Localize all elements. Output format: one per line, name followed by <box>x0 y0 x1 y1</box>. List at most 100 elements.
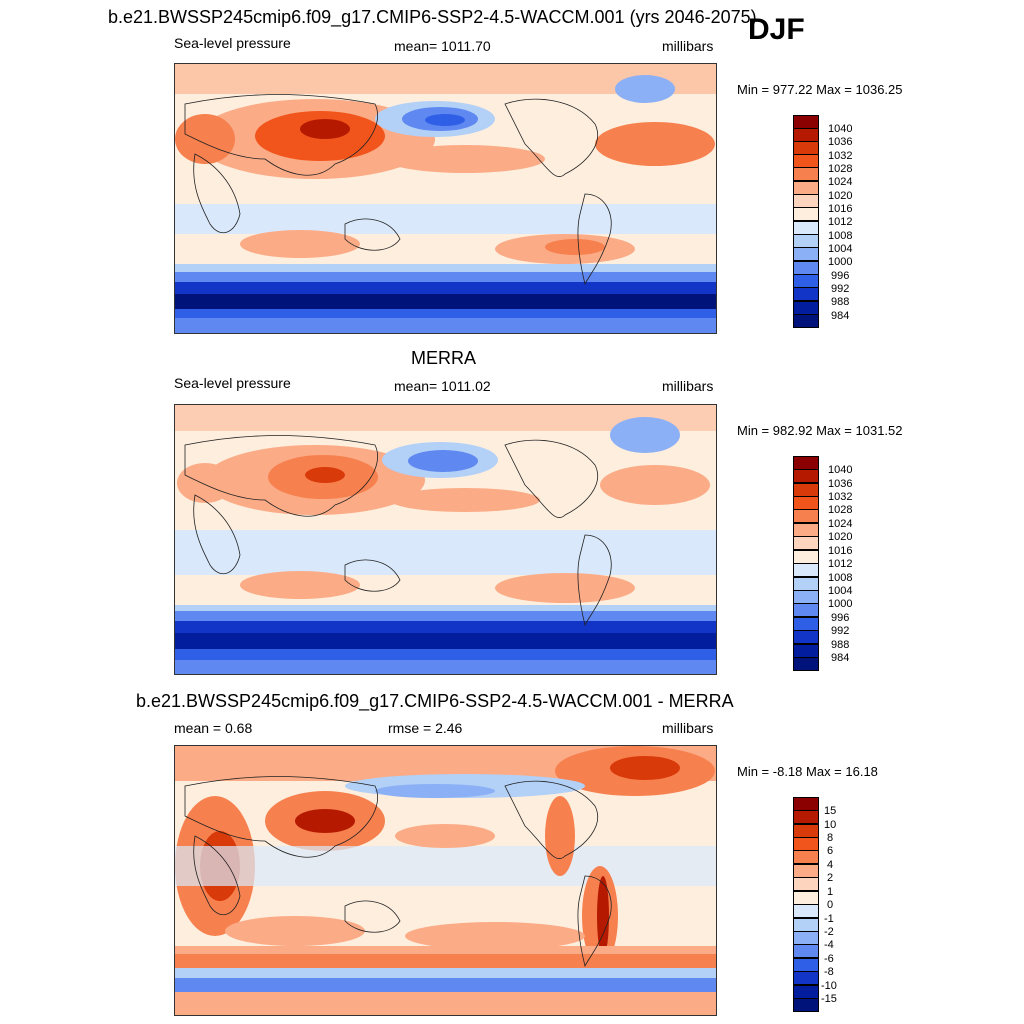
panel1-colorbar-label: 1008 <box>828 230 853 242</box>
panel1-colorbar-label: 1032 <box>828 150 853 162</box>
panel3-colorbar-label: 8 <box>827 832 834 844</box>
panel2-colorbar-label: 1032 <box>828 491 853 503</box>
panel1-colorbar-segment <box>793 194 819 208</box>
panel3-colorbar-label: 2 <box>827 872 834 884</box>
panel3-colorbar-label: -4 <box>824 939 834 951</box>
panel3-colorbar-label: 4 <box>827 859 834 871</box>
panel2-colorbar-label: 988 <box>831 639 850 651</box>
panel3-colorbar-segment <box>793 998 819 1012</box>
panel2-colorbar-label: 1008 <box>828 572 853 584</box>
panel2-colorbar-label: 1028 <box>828 504 853 516</box>
panel3-colorbar-label: -8 <box>824 966 834 978</box>
panel1-colorbar-segment <box>793 154 819 168</box>
panel2-colorbar-label: 1012 <box>828 558 853 570</box>
panel1-colorbar-segment <box>793 115 819 129</box>
panel1-minmax: Min = 977.22 Max = 1036.25 <box>737 82 903 97</box>
panel1-variable-label: Sea-level pressure <box>174 35 291 51</box>
panel2-colorbar-segment <box>793 550 819 564</box>
panel3-colorbar-segment <box>793 931 819 945</box>
panel2-map <box>174 404 717 675</box>
panel3-colorbar-label: -6 <box>824 953 834 965</box>
panel1-mean-label: mean= 1011.70 <box>394 38 491 54</box>
panel3-rmse-label: rmse = 2.46 <box>388 720 463 736</box>
panel2-colorbar-segment <box>793 657 819 671</box>
panel1-colorbar-segment <box>793 301 819 315</box>
panel1-colorbar-segment <box>793 167 819 181</box>
panel3-colorbar-label: 1 <box>827 886 834 898</box>
panel3-colorbar-segment <box>793 877 819 891</box>
panel1-colorbar-label: 992 <box>831 283 850 295</box>
panel3-map <box>174 745 717 1016</box>
panel1-colorbar-segment <box>793 128 819 142</box>
season-label: DJF <box>748 13 805 46</box>
panel2-units-label: millibars <box>662 378 714 394</box>
panel1-map <box>174 63 717 334</box>
panel3-colorbar-segment <box>793 944 819 958</box>
panel2-mean-label: mean= 1011.02 <box>394 378 491 394</box>
panel3-colorbar-segment <box>793 864 819 878</box>
panel3-colorbar-label: -10 <box>821 980 837 992</box>
panel1-colorbar-segment <box>793 207 819 221</box>
panel2-colorbar-segment <box>793 590 819 604</box>
panel1-colorbar-segment <box>793 274 819 288</box>
panel2-colorbar-segment <box>793 509 819 523</box>
panel3-colorbar-segment <box>793 891 819 905</box>
panel2-colorbar-segment <box>793 496 819 510</box>
panel2-colorbar-label: 1036 <box>828 478 853 490</box>
panel2-colorbar-label: 1016 <box>828 545 853 557</box>
panel2-colorbar-label: 1024 <box>828 518 853 530</box>
panel2-colorbar-segment <box>793 483 819 497</box>
panel3-colorbar-segment <box>793 958 819 972</box>
panel2-colorbar <box>793 456 819 671</box>
panel3-minmax: Min = -8.18 Max = 16.18 <box>737 764 878 779</box>
panel3-colorbar-label: 15 <box>824 805 837 817</box>
panel2-minmax: Min = 982.92 Max = 1031.52 <box>737 423 903 438</box>
panel3-colorbar <box>793 797 819 1012</box>
panel1-colorbar-segment <box>793 234 819 248</box>
panel3-colorbar-segment <box>793 837 819 851</box>
panel1-map-svg <box>175 64 716 333</box>
panel3-colorbar-label: 6 <box>827 845 834 857</box>
panel1-colorbar-label: 1024 <box>828 176 853 188</box>
panel2-colorbar-label: 1000 <box>828 598 853 610</box>
panel2-colorbar-segment <box>793 563 819 577</box>
panel3-mean-label: mean = 0.68 <box>174 720 253 736</box>
panel1-colorbar-segment <box>793 287 819 301</box>
panel1-colorbar-label: 1020 <box>828 190 853 202</box>
panel1-colorbar-segment <box>793 221 819 235</box>
panel3-colorbar-segment <box>793 985 819 999</box>
panel3-colorbar-segment <box>793 971 819 985</box>
panel2-colorbar-segment <box>793 523 819 537</box>
panel3-colorbar-label: -1 <box>824 913 834 925</box>
panel3-colorbar-segment <box>793 824 819 838</box>
panel2-colorbar-label: 1040 <box>828 464 853 476</box>
panel3-colorbar-segment <box>793 918 819 932</box>
panel2-colorbar-segment <box>793 630 819 644</box>
panel1-colorbar <box>793 115 819 328</box>
panel2-colorbar-label: 984 <box>831 652 850 664</box>
panel2-colorbar-segment <box>793 456 819 470</box>
panel2-colorbar-label: 1004 <box>828 585 853 597</box>
panel3-colorbar-segment <box>793 904 819 918</box>
panel3-colorbar-label: -15 <box>821 993 837 1005</box>
panel3-colorbar-label: 0 <box>827 899 834 911</box>
panel1-colorbar-segment <box>793 261 819 275</box>
panel2-title: MERRA <box>411 348 477 368</box>
panel1-units-label: millibars <box>662 38 714 54</box>
panel1-colorbar-segment <box>793 247 819 261</box>
panel2-colorbar-segment <box>793 617 819 631</box>
panel3-colorbar-segment <box>793 797 819 811</box>
panel2-colorbar-segment <box>793 603 819 617</box>
panel1-colorbar-label: 1040 <box>828 123 853 135</box>
panel1-colorbar-label: 1036 <box>828 136 853 148</box>
panel3-map-svg <box>175 746 716 1015</box>
panel1-colorbar-label: 1012 <box>828 216 853 228</box>
panel3-title: b.e21.BWSSP245cmip6.f09_g17.CMIP6-SSP2-4… <box>136 691 734 711</box>
panel2-colorbar-segment <box>793 469 819 483</box>
panel2-colorbar-segment <box>793 644 819 658</box>
panel3-units-label: millibars <box>662 720 714 736</box>
panel2-colorbar-segment <box>793 577 819 591</box>
panel1-colorbar-label: 996 <box>831 270 850 282</box>
panel1-colorbar-label: 988 <box>831 296 850 308</box>
case-title: b.e21.BWSSP245cmip6.f09_g17.CMIP6-SSP2-4… <box>108 7 757 27</box>
